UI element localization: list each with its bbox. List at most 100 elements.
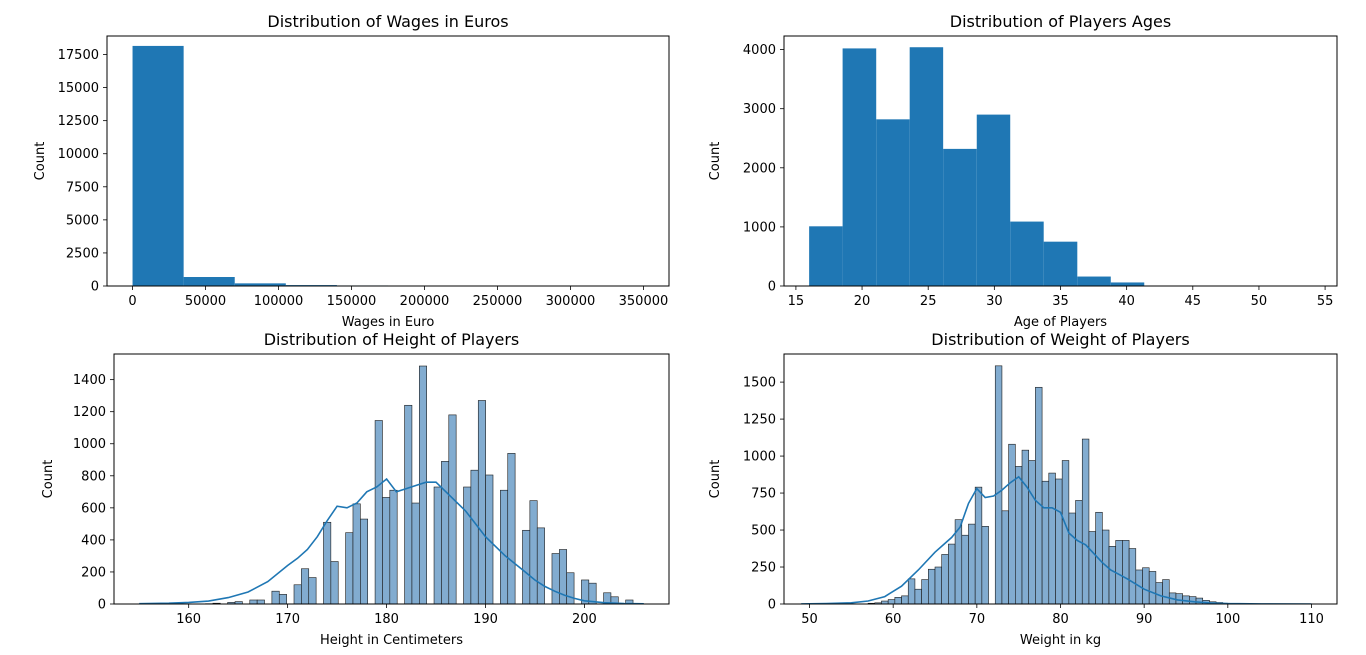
bar-25 xyxy=(968,523,976,604)
plot-area xyxy=(139,365,644,604)
bar-1 xyxy=(183,277,235,286)
y-tick-label: 1500 xyxy=(743,376,776,391)
y-axis-label: Count xyxy=(708,142,723,181)
bar-30 xyxy=(360,518,369,604)
y-tick-label: 2500 xyxy=(66,246,99,261)
bar-7 xyxy=(1043,241,1078,286)
bar-47 xyxy=(1115,540,1123,604)
bar-24 xyxy=(961,534,969,604)
bar-35 xyxy=(1035,386,1043,604)
y-tick-label: 12500 xyxy=(58,114,99,129)
subplot-3: 160 170 180 190 200 0 200 400 600 800 1000 1200 1400… xyxy=(41,330,670,648)
x-tick-label: 60 xyxy=(885,612,902,627)
bar-26 xyxy=(330,561,339,604)
x-tick-label: 70 xyxy=(969,612,986,627)
x-tick-label: 40 xyxy=(1118,294,1135,309)
x-tick-label: 15 xyxy=(788,294,805,309)
x-tick-label: 0 xyxy=(128,294,136,309)
y-axis-label: Count xyxy=(41,460,56,499)
x-tick-label: 30 xyxy=(986,294,1003,309)
y-tick-label: 5000 xyxy=(66,213,99,228)
y-tick-label: 0 xyxy=(98,598,106,613)
y-tick-label: 0 xyxy=(768,598,776,613)
bar-66 xyxy=(625,599,634,604)
bar-43 xyxy=(1088,531,1096,604)
bar-36 xyxy=(1041,480,1050,604)
x-tick-label: 80 xyxy=(1052,612,1069,627)
bar-5 xyxy=(976,114,1011,286)
bar-23 xyxy=(308,577,317,604)
x-tick-label: 200 xyxy=(572,612,597,627)
bar-49 xyxy=(500,489,509,604)
x-axis-label: Wages in Euro xyxy=(342,315,435,330)
bar-19 xyxy=(278,594,287,604)
y-tick-label: 600 xyxy=(81,501,106,516)
axes-frame xyxy=(106,35,670,287)
bar-1 xyxy=(842,48,877,286)
bar-42 xyxy=(1081,438,1090,604)
bar-52 xyxy=(522,529,531,604)
bar-41 xyxy=(441,461,450,604)
bar-37 xyxy=(411,502,420,604)
y-tick-label: 3000 xyxy=(743,102,776,117)
bar-22 xyxy=(948,543,956,604)
subplot-1: 0 50000 100000 150000 200000 250000 300000 3500… xyxy=(33,12,670,330)
bar-21 xyxy=(293,584,302,604)
x-tick-label: 110 xyxy=(1299,612,1324,627)
x-tick-label: 50 xyxy=(801,612,818,627)
y-tick-label: 250 xyxy=(751,561,776,576)
bar-16 xyxy=(256,599,265,604)
bar-52 xyxy=(1148,571,1157,604)
y-tick-label: 10000 xyxy=(58,147,99,162)
bar-27 xyxy=(981,526,989,604)
bar-46 xyxy=(477,400,486,604)
y-tick-label: 17500 xyxy=(58,48,99,63)
chart-title: Distribution of Wages in Euros xyxy=(267,12,508,31)
kde-line xyxy=(139,477,644,604)
y-tick-label: 800 xyxy=(81,469,106,484)
subplot-4: 50 60 70 80 90 100 110 0 250 500 750 1000 1250 1500 Di… xyxy=(708,330,1338,648)
bar-13 xyxy=(887,599,896,604)
y-tick-label: 1000 xyxy=(743,450,776,465)
bar-15 xyxy=(249,599,258,604)
bar-0 xyxy=(132,45,184,286)
x-tick-label: 170 xyxy=(275,612,300,627)
bar-33 xyxy=(382,497,391,604)
bar-3 xyxy=(909,47,944,286)
plot-area xyxy=(809,47,1312,286)
chart-title: Distribution of Height of Players xyxy=(264,330,520,349)
bar-50 xyxy=(507,453,516,604)
bar-56 xyxy=(551,553,560,604)
bar-30 xyxy=(1001,510,1009,604)
bar-61 xyxy=(588,582,597,604)
bar-2 xyxy=(876,119,910,286)
x-tick-label: 200000 xyxy=(400,294,450,309)
x-tick-label: 350000 xyxy=(619,294,669,309)
bar-21 xyxy=(941,554,949,604)
kde-line xyxy=(801,475,1312,604)
y-tick-label: 1200 xyxy=(73,405,106,420)
x-axis-label: Age of Players xyxy=(1014,315,1107,330)
y-tick-label: 1000 xyxy=(743,220,776,235)
bar-4 xyxy=(943,148,977,286)
bar-0 xyxy=(809,226,843,286)
bar-14 xyxy=(894,597,902,604)
bar-2 xyxy=(234,283,286,286)
x-tick-label: 100000 xyxy=(254,294,304,309)
x-tick-label: 100 xyxy=(1215,612,1240,627)
y-tick-label: 4000 xyxy=(743,43,776,58)
x-axis-label: Weight in kg xyxy=(1020,633,1101,648)
axes-frame xyxy=(113,353,670,605)
bar-40 xyxy=(1068,512,1076,604)
bar-40 xyxy=(433,486,442,604)
bar-19 xyxy=(928,568,936,604)
y-tick-label: 2000 xyxy=(743,161,776,176)
bar-25 xyxy=(323,521,332,604)
y-tick-label: 400 xyxy=(81,533,106,548)
bar-17 xyxy=(914,588,922,604)
bar-32 xyxy=(1015,466,1023,604)
bar-54 xyxy=(536,527,545,604)
x-tick-label: 20 xyxy=(854,294,871,309)
x-tick-label: 190 xyxy=(473,612,498,627)
